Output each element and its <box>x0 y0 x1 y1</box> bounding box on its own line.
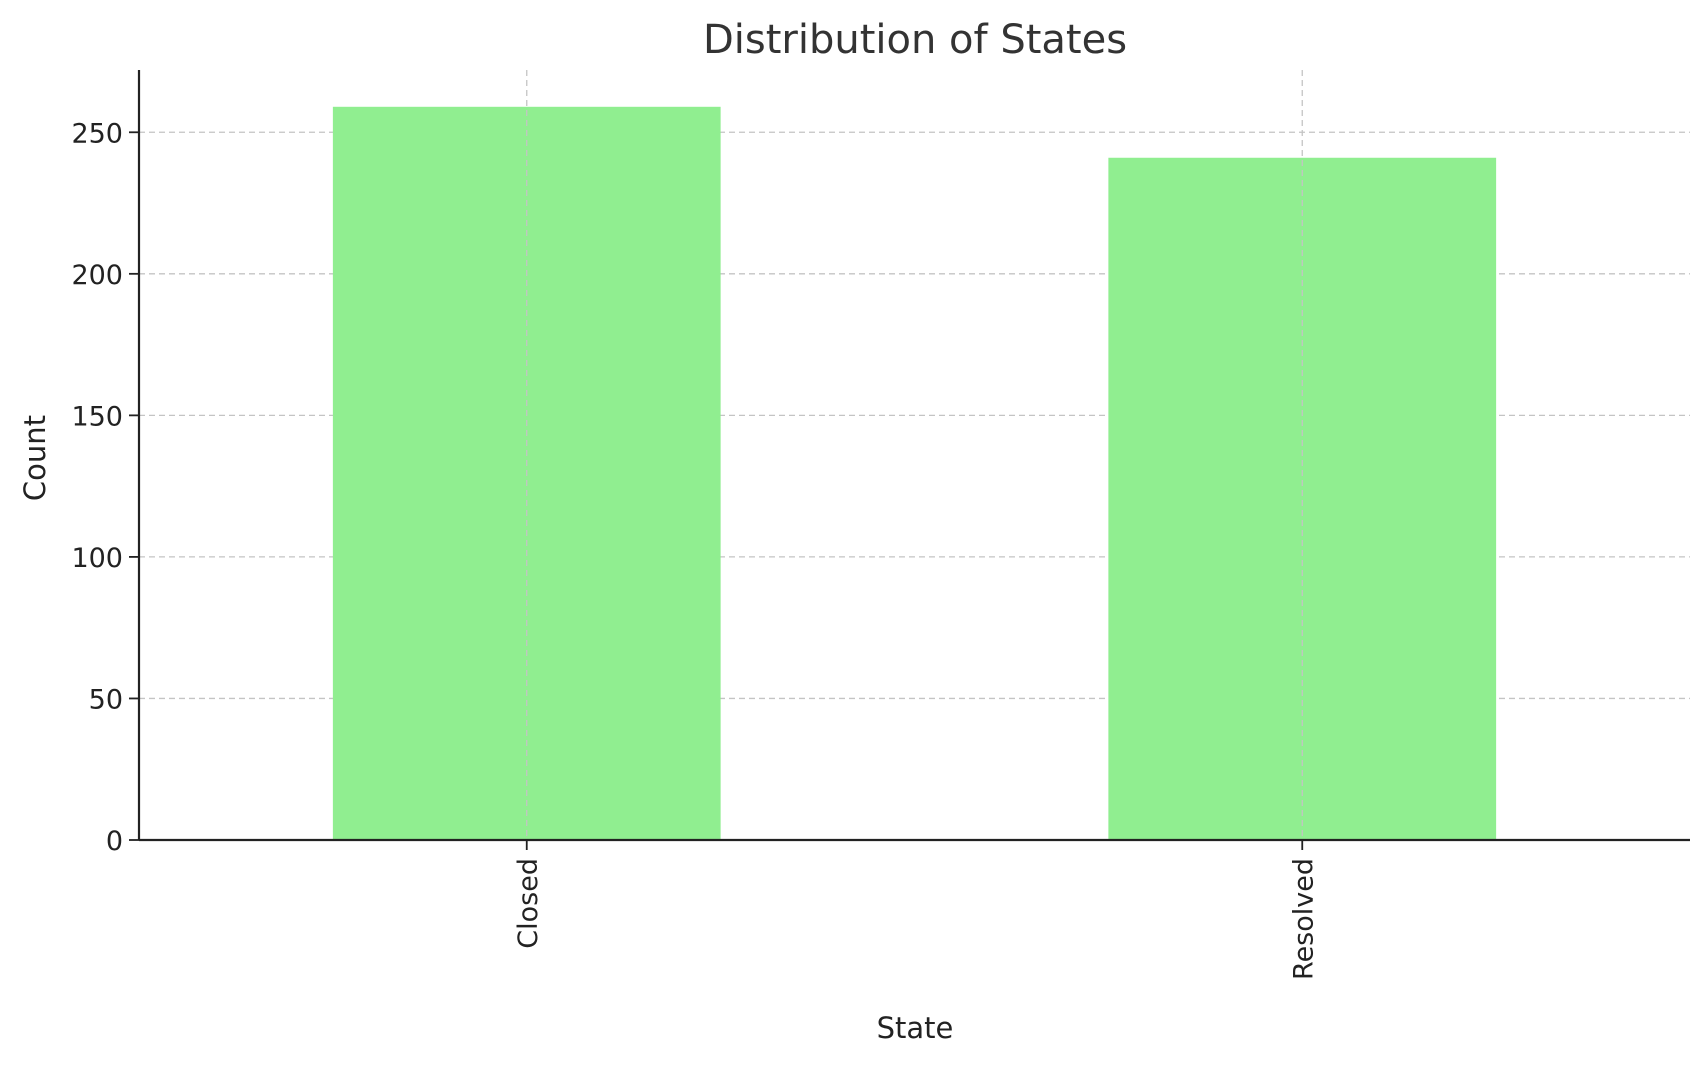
y-tick-label: 200 <box>71 260 123 291</box>
x-grid <box>526 70 1303 840</box>
y-ticks: 0 50 100 150 200 250 <box>71 118 139 857</box>
y-tick-label: 50 <box>89 684 123 715</box>
x-ticks: Closed Resolved <box>513 840 1319 980</box>
x-tick-label-closed: Closed <box>513 858 544 949</box>
chart-title: Distribution of States <box>703 17 1127 63</box>
y-tick-label: 150 <box>71 401 123 432</box>
x-tick-label-resolved: Resolved <box>1288 858 1319 980</box>
y-tick-label: 100 <box>71 543 123 574</box>
y-axis-label: Count <box>18 415 52 501</box>
y-tick-label: 250 <box>71 118 123 149</box>
x-axis-label: State <box>877 1011 954 1045</box>
bars <box>332 106 1497 841</box>
y-tick-label: 0 <box>106 826 123 857</box>
